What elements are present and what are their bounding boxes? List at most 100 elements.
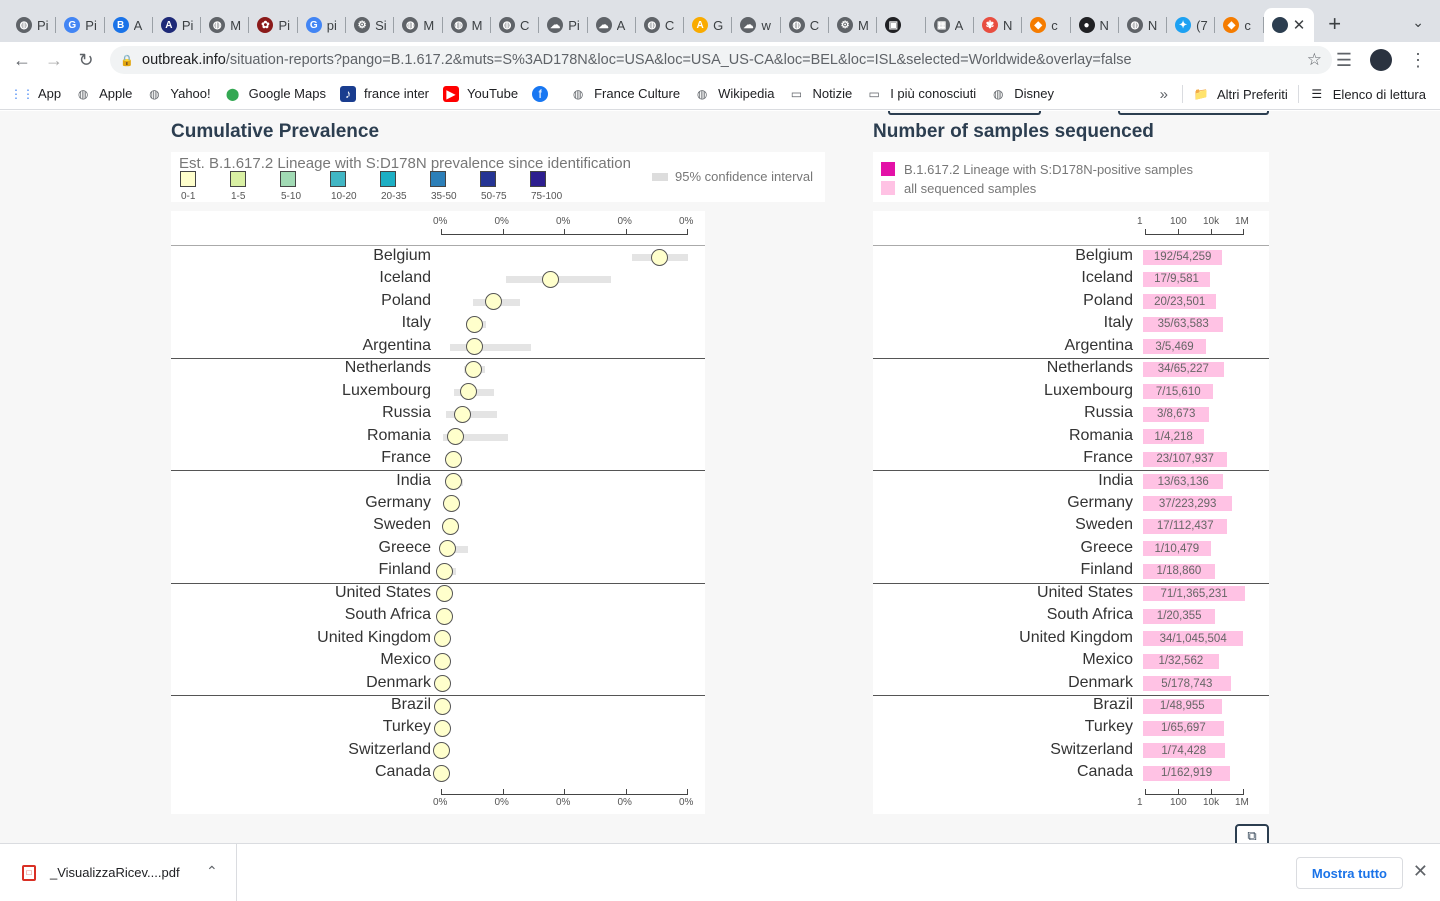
prevalence-point[interactable] — [435, 585, 453, 603]
reading-list[interactable]: ☰ Elenco di lettura — [1309, 86, 1426, 102]
bookmark-other[interactable]: 📁 Altri Preferiti — [1193, 86, 1287, 102]
browser-tab[interactable]: ☁ Pi — [539, 8, 588, 42]
browser-tab[interactable]: ☁ w — [732, 8, 781, 42]
back-button[interactable]: ← — [13, 49, 31, 70]
bookmark-item[interactable]: ◍ Wikipedia — [694, 86, 775, 102]
samples-bar[interactable]: 192/54,259 — [1143, 249, 1223, 265]
samples-bar[interactable]: 17/9,581 — [1143, 271, 1211, 287]
browser-tab[interactable]: ◍ Pi — [8, 8, 57, 42]
address-bar[interactable]: 🔒 outbreak.info/situation-reports?pango=… — [110, 46, 1332, 74]
browser-tab[interactable]: ◆ c — [1215, 8, 1264, 42]
browser-tab-active[interactable]: ✕ — [1263, 8, 1314, 42]
browser-tab[interactable]: ✦ (7 — [1167, 8, 1216, 42]
close-tab-icon[interactable]: ✕ — [1292, 17, 1305, 34]
prevalence-point[interactable] — [454, 405, 472, 423]
samples-bar[interactable]: 1/65,697 — [1143, 720, 1224, 736]
samples-bar[interactable]: 3/8,673 — [1143, 406, 1210, 422]
prevalence-point[interactable] — [433, 742, 451, 760]
bookmark-item[interactable]: ▭ I più conosciuti — [866, 86, 977, 102]
browser-tab[interactable]: ☁ A — [588, 8, 636, 42]
browser-tab[interactable]: ▣ — [877, 8, 926, 42]
prevalence-point[interactable] — [433, 697, 451, 715]
show-all-button[interactable]: Mostra tutto — [1295, 857, 1403, 889]
reload-button[interactable]: ↻ — [78, 49, 94, 70]
bookmark-item[interactable]: ◍ France Culture — [570, 86, 680, 102]
prevalence-point[interactable] — [434, 630, 452, 648]
prevalence-point[interactable] — [484, 293, 502, 311]
browser-tab[interactable]: ◍ N — [1119, 8, 1168, 42]
menu-dots-icon[interactable]: ⋮ — [1409, 49, 1427, 70]
forward-button[interactable]: → — [45, 49, 63, 70]
profile-avatar[interactable] — [1370, 49, 1392, 71]
samples-bar[interactable]: 17/112,437 — [1143, 518, 1228, 534]
browser-tab[interactable]: ◍ C — [781, 8, 830, 42]
samples-bar[interactable]: 3/5,469 — [1143, 339, 1207, 355]
prevalence-point[interactable] — [435, 562, 453, 580]
samples-bar[interactable]: 37/223,293 — [1143, 496, 1233, 512]
samples-bar[interactable]: 1/4,218 — [1143, 429, 1205, 445]
samples-bar[interactable]: 1/18,860 — [1143, 563, 1215, 579]
download-item[interactable]: □ _VisualizzaRicev....pdf ⌃ — [0, 844, 237, 901]
samples-bar[interactable]: 1/74,428 — [1143, 743, 1225, 759]
prevalence-point[interactable] — [542, 270, 560, 288]
browser-tab[interactable]: ✿ Pi — [249, 8, 298, 42]
overlay-button-edge[interactable] — [888, 111, 1041, 115]
prevalence-point[interactable] — [447, 428, 465, 446]
browser-tab[interactable]: ◍ M — [394, 8, 443, 42]
samples-bar[interactable]: 13/63,136 — [1143, 474, 1224, 489]
bookmark-item[interactable]: f — [532, 85, 556, 102]
bookmark-item[interactable]: ▭ Notizie — [788, 86, 852, 102]
bookmark-item[interactable]: ◍ Apple — [75, 86, 133, 102]
samples-bar[interactable]: 1/10,479 — [1143, 541, 1211, 557]
samples-bar[interactable]: 1/32,562 — [1143, 653, 1219, 669]
samples-bar[interactable]: 1/20,355 — [1143, 608, 1216, 624]
bookmarks-overflow-button[interactable]: » — [1159, 85, 1168, 103]
browser-tab[interactable]: ◆ c — [1022, 8, 1071, 42]
close-icon[interactable]: ✕ — [1412, 861, 1428, 881]
samples-bar[interactable]: 7/15,610 — [1143, 384, 1214, 400]
browser-tab[interactable]: ◍ C — [636, 8, 685, 42]
samples-bar[interactable]: 23/107,937 — [1143, 451, 1228, 467]
bookmark-item[interactable]: ◍ Disney — [990, 86, 1054, 102]
prevalence-point[interactable] — [438, 540, 456, 558]
bookmark-item[interactable]: ♪ france inter — [339, 85, 429, 102]
browser-tab[interactable]: ⚙ Si — [346, 8, 395, 42]
download-button-edge[interactable] — [1118, 111, 1269, 115]
browser-tab[interactable]: ✾ N — [974, 8, 1023, 42]
bookmark-item[interactable]: ⬤ Google Maps — [225, 86, 326, 102]
prevalence-point[interactable] — [651, 248, 669, 266]
browser-tab[interactable]: ▦ A — [926, 8, 974, 42]
browser-tab[interactable]: ● N — [1071, 8, 1119, 42]
prevalence-point[interactable] — [434, 675, 452, 693]
samples-bar[interactable]: 35/63,583 — [1143, 316, 1224, 332]
prevalence-point[interactable] — [433, 719, 451, 737]
prevalence-point[interactable] — [433, 764, 451, 782]
copy-icon[interactable]: ⧉ — [1235, 824, 1269, 843]
prevalence-point[interactable] — [441, 517, 459, 535]
bookmark-item[interactable]: ◍ Yahoo! — [146, 86, 211, 102]
prevalence-point[interactable] — [460, 383, 478, 401]
prevalence-point[interactable] — [435, 607, 453, 625]
prevalence-point[interactable] — [442, 495, 460, 513]
prevalence-point[interactable] — [466, 315, 484, 333]
chevron-up-icon[interactable]: ⌃ — [206, 863, 218, 879]
samples-bar[interactable]: 5/178,743 — [1143, 676, 1231, 692]
bookmark-star-icon[interactable]: ☆ — [1306, 50, 1322, 69]
media-control-icon[interactable]: ☰ — [1335, 49, 1353, 70]
samples-bar[interactable]: 71/1,365,231 — [1143, 586, 1246, 602]
bookmark-item[interactable]: ⋮⋮ App — [10, 86, 61, 102]
browser-tab[interactable]: A Pi — [153, 8, 202, 42]
prevalence-point[interactable] — [466, 338, 484, 356]
prevalence-point[interactable] — [445, 473, 463, 490]
samples-bar[interactable]: 1/48,955 — [1143, 698, 1222, 714]
samples-bar[interactable]: 34/1,045,504 — [1143, 631, 1244, 647]
samples-bar[interactable]: 20/23,501 — [1143, 294, 1217, 310]
browser-tab[interactable]: ⚙ M — [829, 8, 878, 42]
prevalence-point[interactable] — [445, 450, 463, 468]
bookmark-item[interactable]: ▶ YouTube — [443, 85, 518, 102]
samples-bar[interactable]: 1/162,919 — [1143, 765, 1231, 781]
samples-bar[interactable]: 34/65,227 — [1143, 361, 1224, 377]
browser-tab[interactable]: ◍ M — [201, 8, 250, 42]
